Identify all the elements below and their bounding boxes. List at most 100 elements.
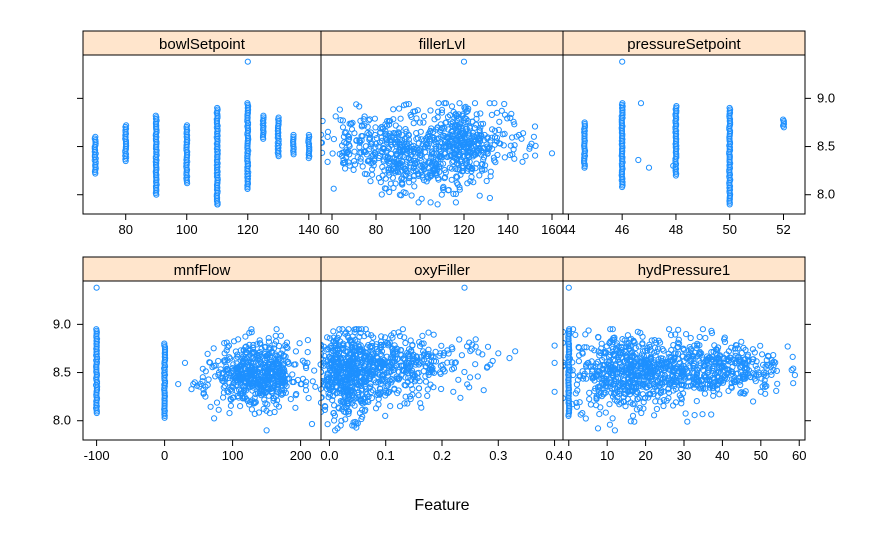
data-point	[566, 326, 573, 333]
data-point	[774, 380, 781, 387]
strip-label: oxyFiller	[414, 262, 470, 279]
data-point	[565, 284, 572, 291]
data-point	[381, 378, 388, 385]
data-point	[620, 398, 627, 405]
data-point	[472, 343, 479, 350]
data-point	[213, 399, 221, 406]
data-point	[683, 331, 690, 338]
data-point	[369, 152, 376, 159]
data-point	[569, 367, 576, 374]
data-point	[637, 380, 645, 387]
data-point	[237, 347, 244, 354]
data-point	[609, 348, 616, 355]
data-point	[404, 400, 411, 407]
data-point	[321, 350, 325, 358]
data-point	[390, 130, 397, 137]
data-point	[472, 165, 479, 172]
data-point	[355, 326, 362, 333]
data-point	[401, 153, 408, 161]
data-point	[609, 326, 616, 333]
data-point	[304, 349, 311, 356]
data-point	[548, 150, 556, 157]
data-point	[458, 352, 465, 359]
data-point	[501, 154, 508, 161]
data-point	[360, 355, 368, 362]
data-point	[255, 365, 262, 372]
data-point	[327, 356, 334, 363]
data-point	[435, 100, 442, 107]
data-point	[444, 113, 452, 121]
data-point	[379, 358, 386, 365]
data-point	[448, 103, 456, 110]
data-point	[380, 158, 387, 165]
x-tick-label: 0.1	[377, 448, 395, 463]
data-point	[655, 345, 662, 352]
data-point	[246, 329, 253, 336]
data-point	[666, 326, 673, 333]
data-point	[239, 395, 246, 402]
data-point	[651, 412, 658, 419]
data-point	[214, 104, 221, 112]
data-point	[290, 133, 297, 140]
data-point	[235, 336, 242, 343]
data-point	[489, 145, 496, 152]
data-point	[653, 405, 661, 413]
data-point	[242, 333, 249, 340]
data-point	[263, 388, 270, 395]
data-point	[370, 162, 377, 169]
data-point	[696, 365, 703, 372]
strip-hydPressure1	[562, 256, 806, 282]
data-point	[577, 373, 584, 380]
data-point	[249, 355, 256, 362]
data-point	[738, 389, 745, 396]
strip-label: pressureSetpoint	[627, 36, 741, 53]
data-point	[729, 363, 736, 371]
data-point	[337, 382, 344, 389]
data-point	[232, 365, 239, 372]
data-point	[596, 411, 603, 418]
data-point	[321, 362, 325, 369]
data-point	[744, 351, 752, 358]
y-tick-label: 9.0	[817, 90, 835, 105]
data-point	[330, 348, 337, 355]
points-pressureSetpoint	[581, 58, 788, 208]
data-point	[582, 415, 589, 422]
data-point	[389, 345, 396, 352]
data-point	[373, 135, 380, 142]
data-point	[381, 356, 388, 364]
data-point	[583, 363, 590, 370]
data-point	[509, 151, 516, 158]
x-tick-label: 0.4	[546, 448, 564, 463]
data-point	[701, 390, 709, 397]
data-point	[737, 381, 744, 389]
data-point	[257, 340, 264, 347]
data-point	[379, 371, 386, 378]
x-tick-label: 44	[561, 222, 575, 237]
data-point	[324, 133, 331, 140]
data-point	[696, 342, 703, 349]
data-point	[702, 334, 709, 342]
data-point	[391, 355, 398, 362]
data-point	[628, 335, 635, 342]
data-point	[225, 342, 232, 349]
data-point	[532, 142, 539, 149]
data-point	[256, 337, 263, 344]
data-point	[382, 128, 389, 135]
data-point	[598, 340, 605, 347]
data-point	[438, 191, 445, 198]
data-point	[384, 154, 392, 161]
data-point	[749, 358, 756, 365]
data-point	[601, 354, 608, 361]
data-point	[250, 399, 257, 406]
data-point	[277, 332, 284, 339]
data-point	[687, 374, 694, 381]
data-point	[791, 372, 799, 379]
data-point	[430, 166, 437, 173]
x-tick-label: 46	[615, 222, 629, 237]
data-point	[680, 381, 687, 389]
data-point	[609, 415, 616, 422]
data-point	[708, 358, 715, 366]
data-point	[657, 389, 664, 397]
data-point	[381, 366, 388, 374]
data-point	[678, 367, 686, 374]
